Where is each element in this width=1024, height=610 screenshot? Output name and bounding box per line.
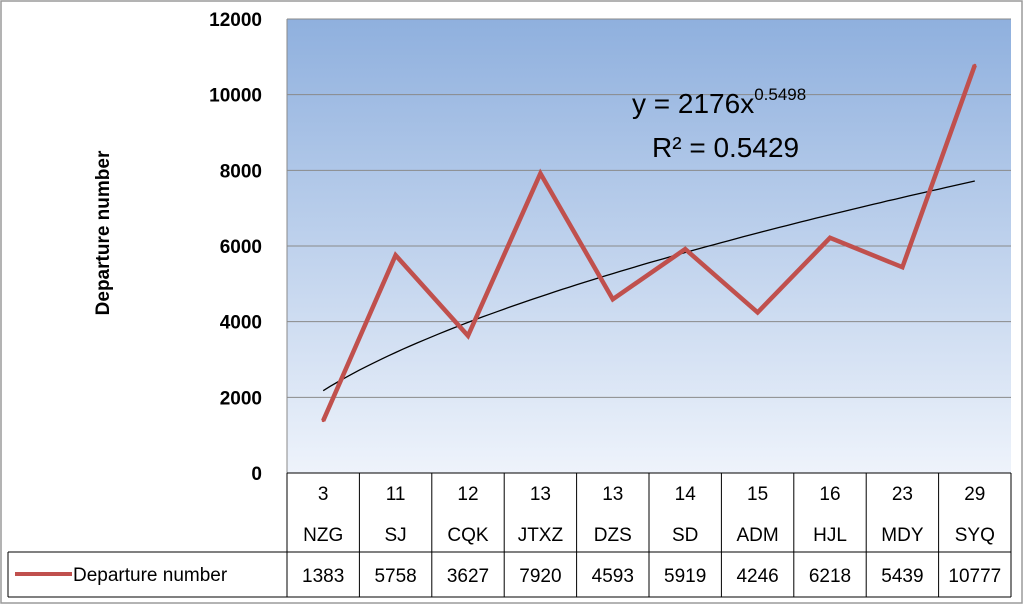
x-category-code: DZS <box>594 525 632 546</box>
trendline-group <box>322 180 975 392</box>
table-value-cell: 5439 <box>881 566 923 587</box>
trendline-r-squared: R² = 0.5429 <box>652 132 799 163</box>
x-category-number: 13 <box>530 484 551 505</box>
x-category-code: HJL <box>813 525 847 546</box>
series-group <box>321 63 977 423</box>
x-category-code: MDY <box>881 525 924 546</box>
trendline-equation-exponent: 0.5498 <box>754 85 806 104</box>
x-category-number: 29 <box>964 484 985 505</box>
x-category-code: ADM <box>736 525 778 546</box>
x-category-number: 3 <box>318 484 329 505</box>
y-tick-label: 6000 <box>220 237 262 258</box>
x-category-number: 15 <box>747 484 768 505</box>
y-axis-title: Departure number <box>93 150 114 315</box>
data-point <box>394 253 398 257</box>
x-category-code: SJ <box>385 525 407 546</box>
y-tick-label: 8000 <box>220 161 262 182</box>
series-line <box>321 64 977 422</box>
data-point <box>683 247 687 251</box>
y-tick-label: 12000 <box>209 10 262 31</box>
table-value-cell: 5758 <box>374 566 416 587</box>
x-category-code: SYQ <box>955 525 995 546</box>
data-point <box>538 171 542 175</box>
x-category-number: 11 <box>386 484 406 505</box>
y-tick-labels: 0 2000 4000 6000 8000 10000 12000 <box>209 10 262 485</box>
data-point <box>900 265 904 269</box>
data-point <box>466 334 470 338</box>
y-tick-label: 0 <box>251 464 262 485</box>
y-tick-label: 2000 <box>220 388 262 409</box>
x-category-number: 14 <box>675 484 697 505</box>
x-category-number: 16 <box>819 484 840 505</box>
x-category-code: NZG <box>303 525 343 546</box>
x-category-code: CQK <box>447 525 489 546</box>
data-point <box>611 297 615 301</box>
x-category-code: JTXZ <box>518 525 564 546</box>
trendline-equation-text: y = 2176x0.5498 <box>632 85 806 119</box>
table-value-cell: 5919 <box>664 566 706 587</box>
data-point <box>321 419 325 423</box>
table-value-cell: 4593 <box>592 566 634 587</box>
data-point <box>828 236 832 240</box>
trendline <box>322 180 975 392</box>
trendline-equation: y = 2176x0.5498 R² = 0.5429 <box>632 85 806 163</box>
table-value-cell: 7920 <box>519 566 561 587</box>
table-value-cell: 6218 <box>809 566 851 587</box>
legend-label: Departure number <box>73 565 228 586</box>
y-tick-label: 10000 <box>209 86 262 107</box>
x-category-code: SD <box>672 525 698 546</box>
table-value-cell: 4246 <box>736 566 778 587</box>
table-value-cell: 3627 <box>447 566 489 587</box>
x-category-number: 23 <box>892 484 913 505</box>
trendline-equation-base: y = 2176x <box>632 88 754 119</box>
data-point <box>756 310 760 314</box>
y-tick-label: 4000 <box>220 313 262 334</box>
table-value-cell: 10777 <box>948 566 1001 587</box>
x-category-number: 13 <box>602 484 623 505</box>
data-table: 3 NZG 1383 11 SJ 5758 12 CQK 3627 13 JTXZ 7920 13 DZS… <box>7 472 1012 598</box>
data-point <box>973 63 977 67</box>
gridlines <box>286 18 1011 474</box>
table-value-cell: 1383 <box>302 566 344 587</box>
x-category-number: 12 <box>457 484 478 505</box>
